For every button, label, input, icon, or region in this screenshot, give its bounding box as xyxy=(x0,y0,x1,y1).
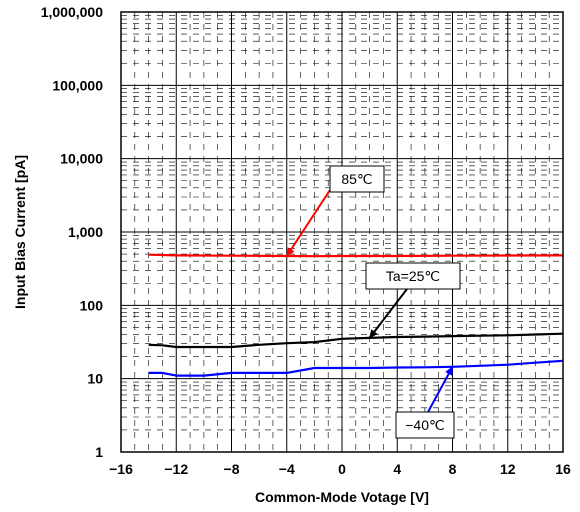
annotation-box xyxy=(365,262,461,290)
y-tick-label: 1,000,000 xyxy=(41,4,103,20)
x-tick-label: 16 xyxy=(555,461,571,477)
x-axis-title: Common-Mode Votage [V] xyxy=(255,489,429,505)
series-line-2 xyxy=(148,359,564,377)
y-tick-label: 1 xyxy=(95,444,103,460)
annotation-label: −40℃ xyxy=(405,417,444,433)
x-tick-label: −12 xyxy=(164,461,188,477)
y-axis-title: Input Bias Current [pA] xyxy=(12,155,28,309)
y-tick-label: 10 xyxy=(87,371,103,387)
x-tick-labels: −16 −12 −8 −4 0 4 8 12 16 xyxy=(109,461,571,477)
annotation-box xyxy=(329,165,385,193)
grid xyxy=(120,11,564,453)
annotation-label: Ta=25℃ xyxy=(386,268,440,284)
plot-frame xyxy=(120,11,564,453)
series-line-1 xyxy=(148,332,564,349)
x-tick-label: 8 xyxy=(449,461,457,477)
series-line-0 xyxy=(148,253,564,258)
x-tick-label: −4 xyxy=(279,461,295,477)
annotation-box xyxy=(395,411,455,439)
annotations: 85℃ Ta=25℃ −40℃ xyxy=(285,165,461,439)
annotation-arrow xyxy=(285,189,331,257)
x-tick-label: 4 xyxy=(393,461,401,477)
annotation-label: 85℃ xyxy=(341,171,372,187)
y-tick-labels: 1 10 100 1,000 10,000 100,000 1,000,000 xyxy=(41,4,104,460)
annotation-arrow xyxy=(368,288,408,339)
x-tick-label: −8 xyxy=(224,461,240,477)
x-tick-label: 0 xyxy=(338,461,346,477)
y-tick-label: 100,000 xyxy=(52,77,103,93)
y-tick-label: 100 xyxy=(80,297,104,313)
series-group xyxy=(148,253,564,377)
y-tick-label: 1,000 xyxy=(68,224,103,240)
x-tick-label: 12 xyxy=(500,461,516,477)
y-tick-label: 10,000 xyxy=(60,151,103,167)
annotation-arrow xyxy=(427,365,454,413)
x-tick-label: −16 xyxy=(109,461,133,477)
